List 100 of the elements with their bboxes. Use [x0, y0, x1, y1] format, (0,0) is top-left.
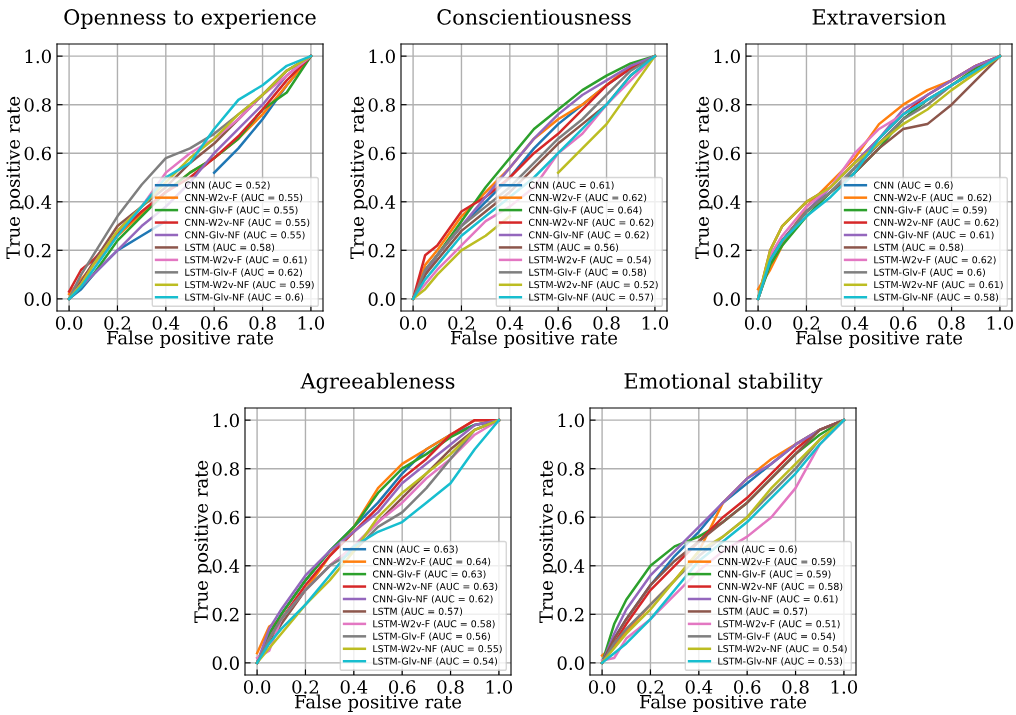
legend-label: CNN-W2v-F (AUC = 0.64): [372, 557, 491, 567]
y-tick-label: 1.0: [213, 413, 239, 428]
chart-title: Openness to experience: [64, 9, 316, 29]
y-tick-label: 0.4: [713, 195, 741, 209]
legend-label: LSTM-Glv-F (AUC = 0.6): [874, 268, 985, 277]
x-tick-label: 0.0: [55, 316, 83, 330]
legend-label: LSTM (AUC = 0.58): [185, 243, 275, 252]
legend-label: LSTM-Glv-NF (AUC = 0.53): [718, 657, 842, 666]
x-axis-title: False positive rate: [450, 330, 618, 349]
y-tick-label: 0.4: [24, 195, 52, 209]
legend-label: LSTM-W2v-F (AUC = 0.62): [874, 256, 996, 265]
x-tick-label: 0.4: [152, 316, 180, 330]
legend-label: LSTM (AUC = 0.57): [718, 607, 808, 616]
x-tick-label: 0.8: [782, 680, 809, 694]
legend-label: LSTM (AUC = 0.58): [874, 243, 964, 252]
legend-label: CNN-W2v-NF (AUC = 0.55): [184, 218, 310, 228]
legend-label: LSTM (AUC = 0.56): [529, 243, 619, 252]
y-tick-label: 0.2: [713, 243, 740, 258]
y-tick-label: 0.4: [212, 559, 240, 573]
legend-label: CNN (AUC = 0.6): [717, 545, 797, 554]
x-tick-label: 0.6: [389, 680, 416, 694]
legend-label: CNN-W2v-NF (AUC = 0.62): [528, 218, 654, 228]
x-tick-label: 0.4: [340, 680, 368, 694]
y-tick-label: 0.6: [24, 146, 51, 161]
legend-label: LSTM-W2v-F (AUC = 0.58): [373, 620, 495, 629]
x-tick-label: 0.8: [593, 316, 620, 330]
legend-label: CNN-Glv-NF (AUC = 0.61): [873, 231, 994, 240]
y-tick-label: 0.8: [24, 98, 51, 112]
x-tick-label: 1.0: [831, 680, 858, 694]
y-tick-label: 0.6: [713, 146, 740, 161]
x-tick-label: 0.2: [104, 316, 131, 330]
y-tick-label: 0.8: [557, 462, 584, 476]
legend-label: LSTM-W2v-NF (AUC = 0.54): [718, 644, 847, 654]
y-axis-title: True positive rate: [194, 460, 212, 623]
legend-label: LSTM-W2v-F (AUC = 0.61): [185, 256, 307, 265]
legend-label: LSTM-Glv-F (AUC = 0.62): [185, 268, 302, 277]
legend-label: LSTM-W2v-F (AUC = 0.51): [718, 620, 840, 629]
x-tick-label: 0.2: [637, 680, 664, 694]
legend-label: LSTM-W2v-NF (AUC = 0.55): [373, 644, 502, 654]
x-tick-label: 0.6: [890, 316, 917, 330]
legend-label: CNN-Glv-NF (AUC = 0.55): [184, 231, 305, 240]
x-tick-label: 0.2: [793, 316, 820, 330]
y-tick-label: 0.6: [368, 146, 395, 161]
x-tick-label: 0.8: [437, 680, 464, 694]
legend-label: CNN-Glv-NF (AUC = 0.62): [372, 595, 493, 604]
legend-label: CNN-Glv-F (AUC = 0.63): [372, 570, 486, 579]
chart-title: Extraversion: [812, 9, 946, 25]
y-tick-label: 0.8: [713, 98, 740, 112]
x-tick-label: 0.0: [588, 680, 616, 694]
y-axis-title: True positive rate: [695, 96, 713, 259]
y-tick-label: 0.8: [212, 462, 239, 476]
legend-label: LSTM-Glv-F (AUC = 0.56): [373, 632, 490, 641]
legend-label: CNN (AUC = 0.52): [184, 181, 270, 190]
x-tick-label: 0.2: [448, 316, 475, 330]
legend-label: CNN-Glv-F (AUC = 0.55): [184, 206, 298, 215]
legend-label: LSTM (AUC = 0.57): [373, 607, 463, 616]
y-tick-label: 0.2: [368, 243, 395, 258]
legend-label: CNN-Glv-F (AUC = 0.59): [873, 206, 987, 215]
legend-label: CNN-W2v-NF (AUC = 0.58): [717, 582, 843, 592]
y-tick-label: 0.4: [368, 195, 396, 209]
chart-title: Agreeableness: [300, 372, 455, 394]
y-tick-label: 1.0: [714, 49, 740, 64]
legend-label: LSTM-Glv-NF (AUC = 0.6): [185, 293, 303, 302]
legend-label: LSTM-W2v-NF (AUC = 0.52): [529, 280, 658, 290]
x-tick-label: 1.0: [987, 316, 1014, 330]
x-tick-label: 1.0: [642, 316, 669, 330]
y-tick-label: 0.8: [368, 98, 395, 112]
legend-label: CNN-W2v-F (AUC = 0.55): [184, 193, 303, 203]
x-tick-label: 0.4: [685, 680, 713, 694]
x-tick-label: 0.6: [545, 316, 572, 330]
y-tick-label: 0.2: [212, 607, 239, 622]
x-axis-title: False positive rate: [795, 330, 963, 349]
legend-label: CNN-Glv-F (AUC = 0.59): [717, 570, 831, 579]
legend-label: CNN-W2v-F (AUC = 0.62): [873, 193, 992, 203]
y-tick-label: 1.0: [369, 49, 395, 64]
y-tick-label: 1.0: [25, 49, 51, 64]
x-tick-label: 0.2: [292, 680, 319, 694]
x-axis-title: False positive rate: [639, 694, 807, 713]
legend-label: CNN-Glv-F (AUC = 0.64): [528, 206, 642, 215]
y-axis-title: True positive rate: [6, 96, 24, 259]
x-tick-label: 0.4: [841, 316, 869, 330]
x-tick-label: 0.6: [201, 316, 228, 330]
y-tick-label: 0.0: [24, 292, 51, 306]
y-tick-label: 0.6: [212, 510, 239, 525]
y-tick-label: 0.0: [368, 292, 395, 306]
legend-label: LSTM-Glv-NF (AUC = 0.58): [874, 293, 998, 302]
legend-label: LSTM-W2v-NF (AUC = 0.61): [874, 280, 1003, 290]
y-tick-label: 0.4: [557, 559, 585, 573]
y-axis-title: True positive rate: [350, 96, 368, 259]
x-tick-label: 0.8: [938, 316, 965, 330]
y-axis-title: True positive rate: [539, 460, 557, 623]
x-tick-label: 0.8: [249, 316, 276, 330]
x-tick-label: 0.0: [243, 680, 271, 694]
legend-label: CNN (AUC = 0.63): [372, 545, 458, 554]
x-tick-label: 0.4: [496, 316, 524, 330]
legend-label: CNN-W2v-NF (AUC = 0.63): [372, 582, 498, 592]
chart-title: Conscientiousness: [437, 9, 631, 25]
x-tick-label: 0.0: [744, 316, 772, 330]
x-tick-label: 1.0: [486, 680, 513, 694]
x-tick-label: 0.0: [399, 316, 427, 330]
